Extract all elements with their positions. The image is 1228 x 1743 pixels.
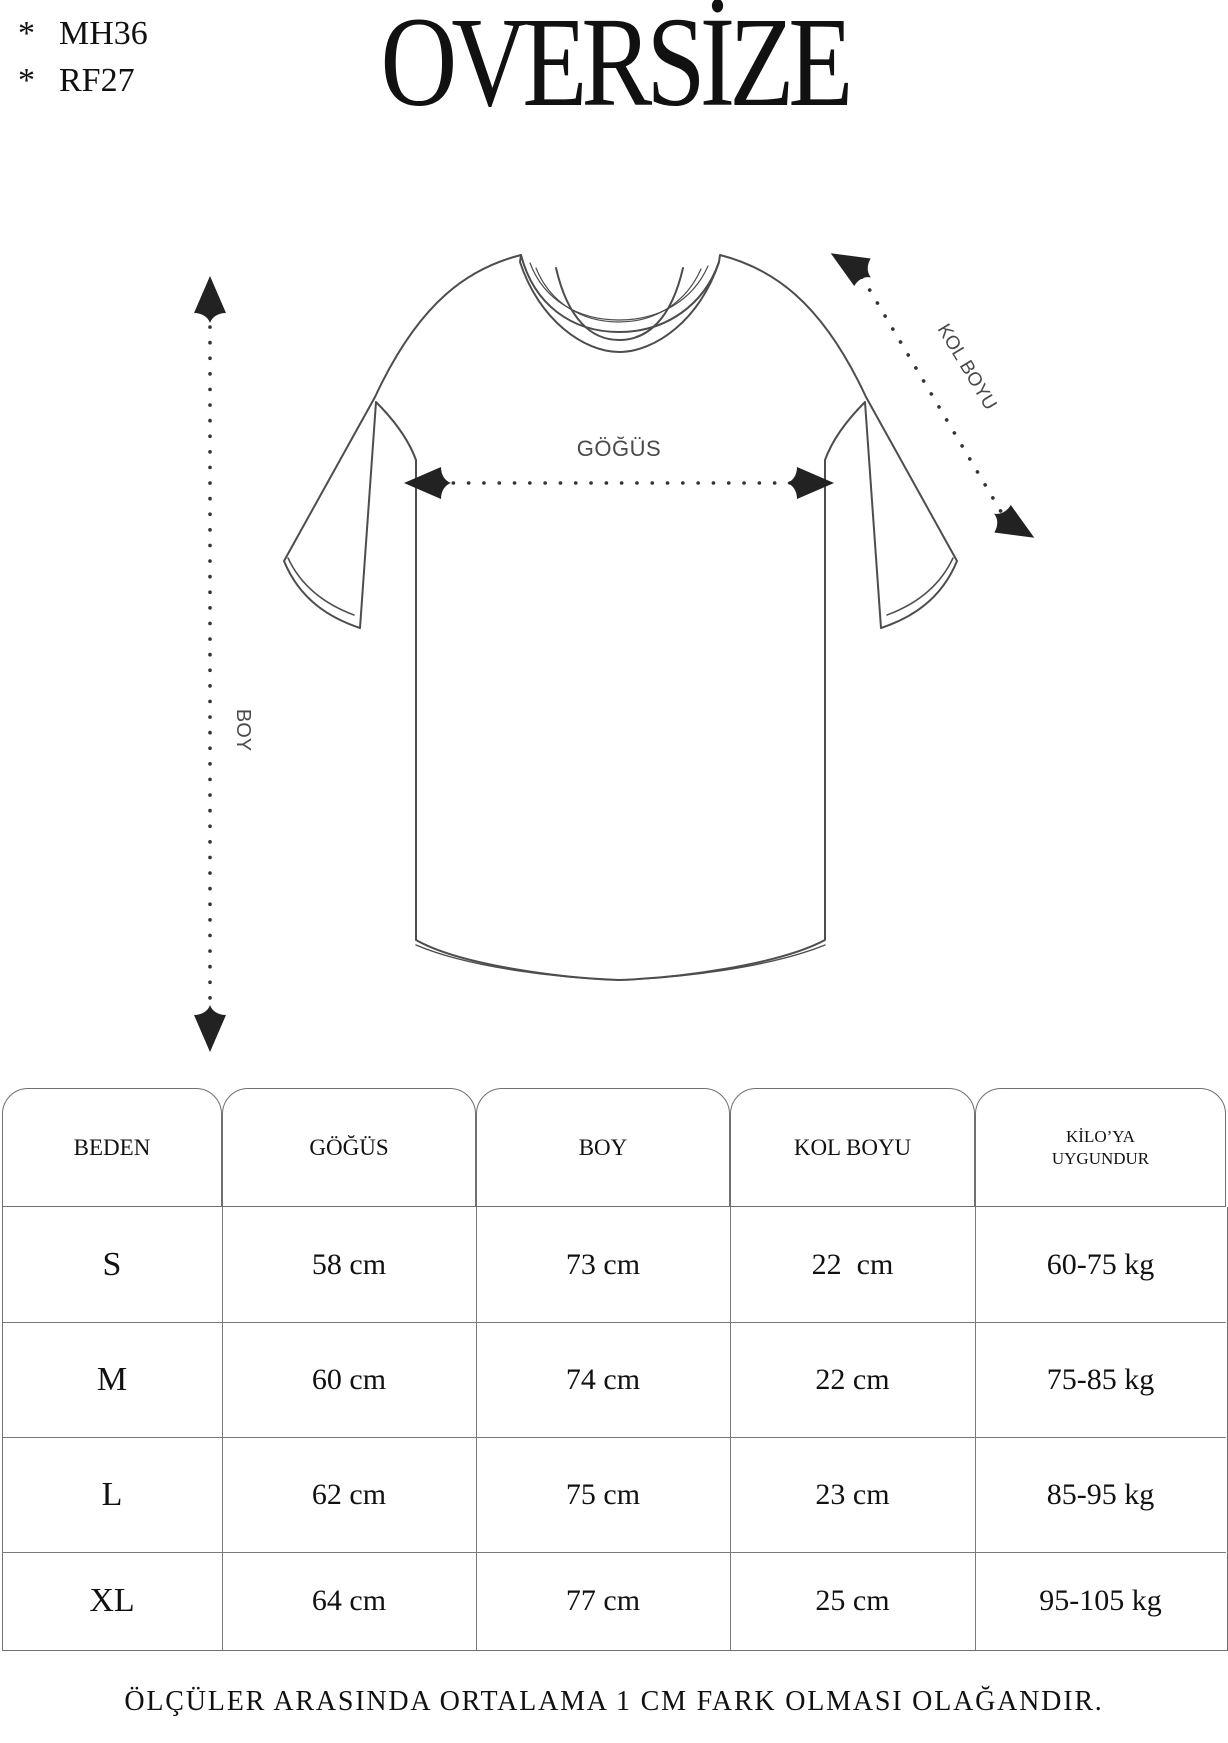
svg-text:BOY: BOY	[232, 709, 254, 751]
svg-text:GÖĞÜS: GÖĞÜS	[577, 436, 661, 461]
svg-text:KOL BOYU: KOL BOYU	[933, 320, 1001, 413]
